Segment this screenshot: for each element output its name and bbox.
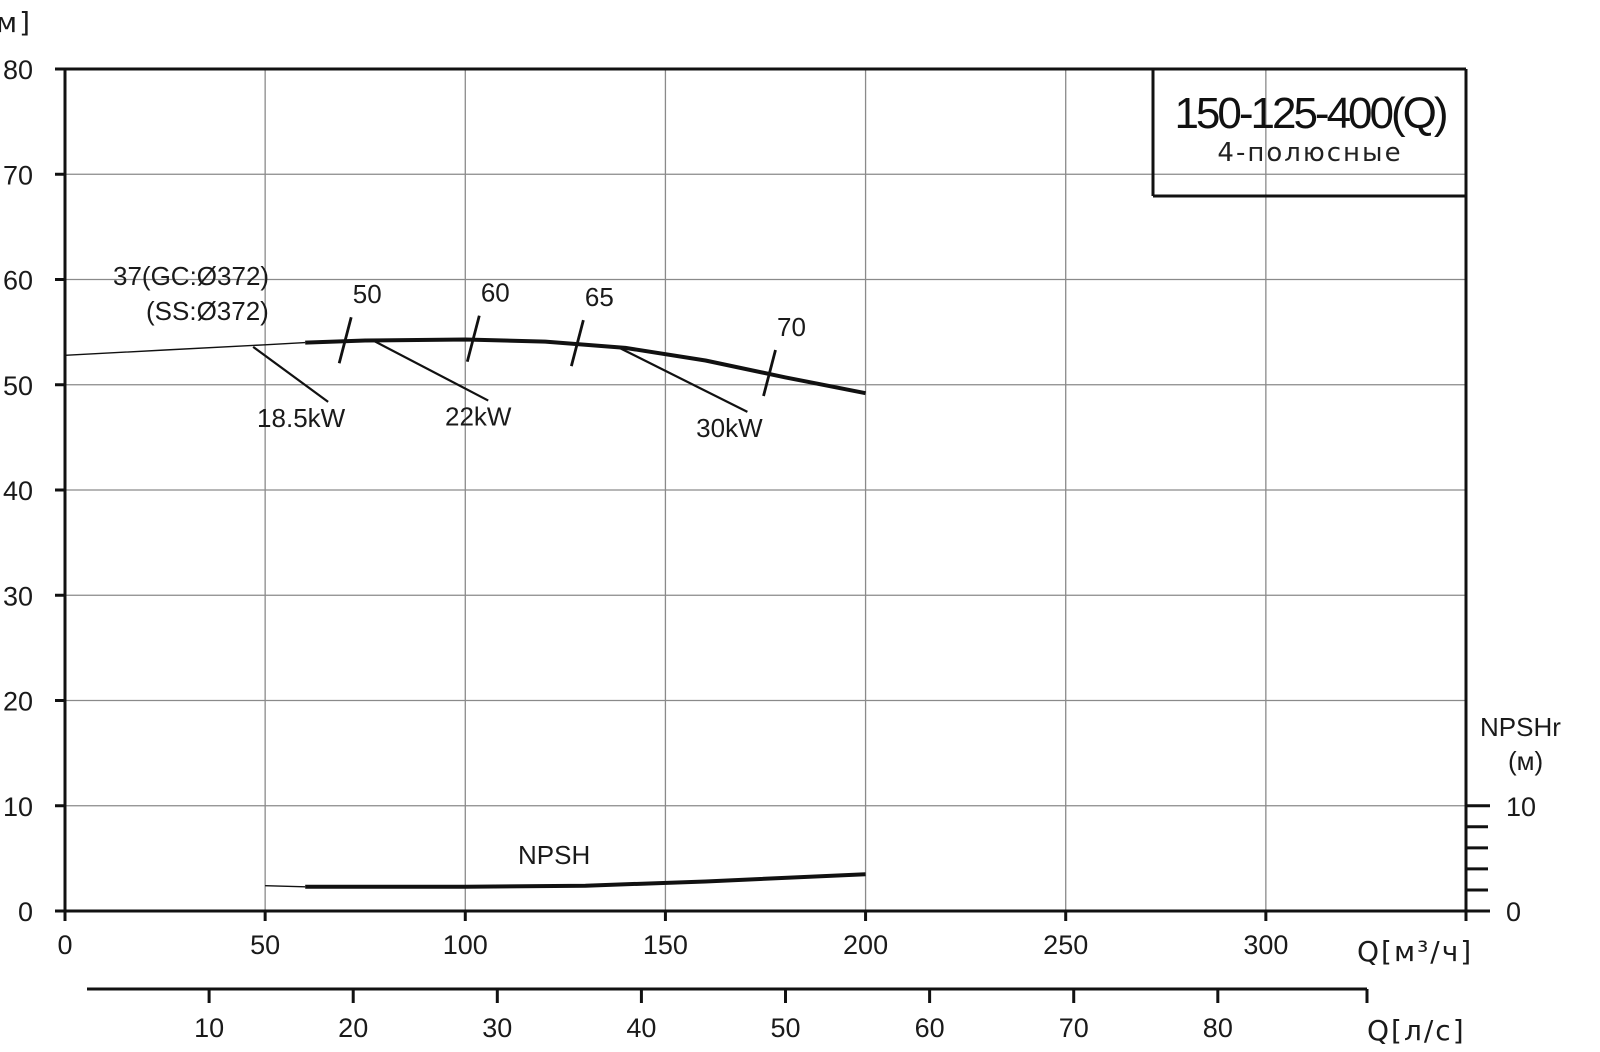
y-tick-label: 20 [3, 687, 33, 717]
head-curve-thick [305, 337, 866, 396]
x2-tick-label: 50 [770, 1013, 800, 1043]
power-label: 30kW [696, 413, 763, 443]
y-tick-label: 50 [3, 371, 33, 401]
efficiency-mark [762, 349, 777, 397]
x-tick-label: 0 [57, 930, 72, 960]
x2-tick-label: 60 [915, 1013, 945, 1043]
y-tick-label: 70 [3, 160, 33, 190]
efficiency-label: 70 [777, 312, 806, 342]
y-tick-label: 0 [18, 897, 33, 927]
curve-label-line1: 37(GC:Ø372) [113, 261, 269, 291]
npshr-axis-label: NPSHr [1480, 712, 1561, 742]
power-label: 22kW [445, 402, 512, 432]
x2-tick-label: 70 [1059, 1013, 1089, 1043]
x-tick-label: 100 [443, 930, 488, 960]
y-tick-label: 30 [3, 581, 33, 611]
npsh-curve-thick [305, 872, 866, 889]
x2-tick-label: 40 [626, 1013, 656, 1043]
x-tick-label: 200 [843, 930, 888, 960]
power-leader-line [616, 345, 748, 413]
annotations: 50 60 65 70 18.5kW 22kW 30kW [252, 278, 806, 443]
x-axis-label: Q[м³/ч] [1357, 935, 1473, 968]
npshr-tick-label: 10 [1506, 792, 1536, 822]
efficiency-label: 65 [585, 282, 614, 312]
npsh-curve-thin [265, 885, 306, 888]
npshr-tick-label: 0 [1506, 897, 1521, 927]
x-tick-label: 300 [1243, 930, 1288, 960]
y-tick-label: 80 [3, 55, 33, 85]
chart-title: 150-125-400(Q) [1174, 89, 1445, 138]
efficiency-mark [465, 315, 481, 363]
y-tick-label: 10 [3, 792, 33, 822]
x2-axis-label: Q[л/с] [1367, 1014, 1466, 1047]
npshr-axis-unit: (м) [1508, 746, 1543, 776]
efficiency-mark [570, 319, 585, 367]
chart-subtitle: 4-полюсные [1217, 138, 1402, 168]
power-label: 18.5kW [257, 403, 346, 433]
y-tick-label: 40 [3, 476, 33, 506]
efficiency-label: 50 [353, 279, 382, 309]
series [64, 337, 866, 889]
y-axis-unit: м] [0, 6, 32, 39]
x-tick-label: 250 [1043, 930, 1088, 960]
x2-tick-label: 30 [482, 1013, 512, 1043]
x-tick-label: 150 [643, 930, 688, 960]
curve-label-line2: (SS:Ø372) [146, 296, 269, 326]
npsh-curve-label: NPSH [518, 840, 590, 870]
x-tick-label: 50 [250, 930, 280, 960]
power-leader-line [252, 345, 329, 403]
head-curve-thin [64, 341, 306, 356]
efficiency-label: 60 [481, 278, 510, 308]
grid [65, 69, 1466, 911]
efficiency-mark [337, 316, 353, 364]
power-leader-line [372, 339, 489, 402]
x2-tick-label: 10 [194, 1013, 224, 1043]
x2-tick-label: 80 [1203, 1013, 1233, 1043]
x2-tick-label: 20 [338, 1013, 368, 1043]
title-box: 150-125-400(Q) 4-полюсные [1151, 69, 1466, 198]
y-tick-label: 60 [3, 266, 33, 296]
